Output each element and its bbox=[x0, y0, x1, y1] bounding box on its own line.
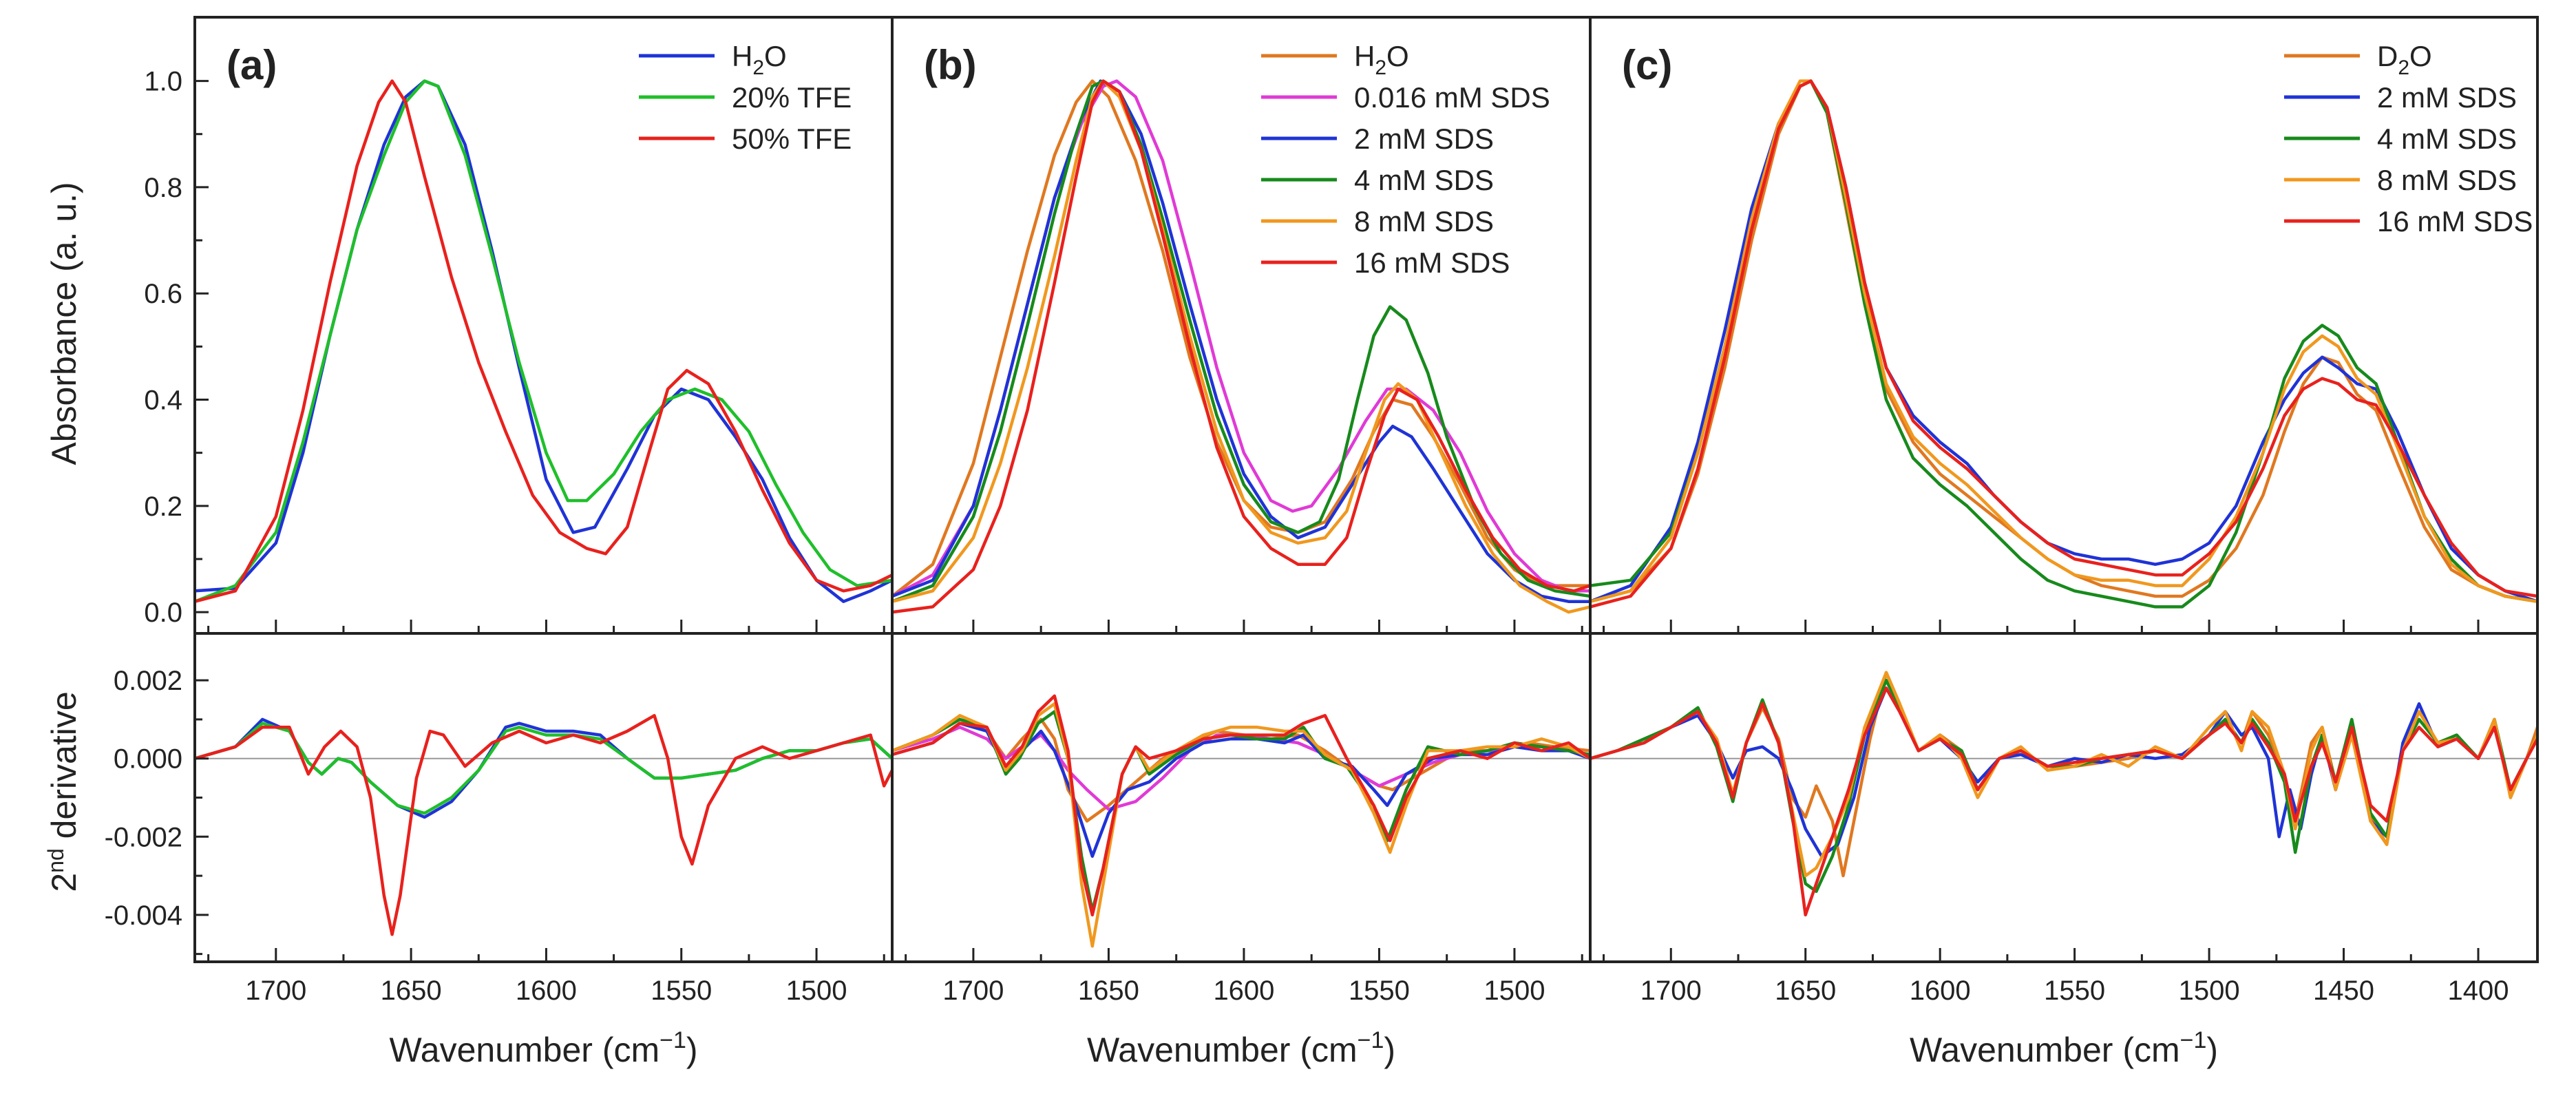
derivative-line bbox=[1590, 686, 2537, 917]
legend-entry: 16 mM SDS bbox=[2377, 205, 2533, 238]
x-tick-label: 1650 bbox=[1078, 976, 1139, 1006]
legend-entry: 20% TFE bbox=[732, 81, 852, 114]
x-tick-label: 1500 bbox=[1484, 976, 1545, 1006]
absorbance-curves bbox=[195, 79, 892, 603]
absorbance-line bbox=[195, 79, 892, 603]
y-tick-label: 0.6 bbox=[144, 279, 182, 309]
x-tick-label: 1500 bbox=[786, 976, 847, 1006]
y-axis-labels: Absorbance (a. u.) 2nd derivative bbox=[43, 182, 83, 892]
absorbance-line bbox=[1590, 79, 2537, 603]
y-tick-label: 1.0 bbox=[144, 67, 182, 97]
derivative-line bbox=[892, 702, 1590, 948]
y-tick-label: 0.002 bbox=[114, 666, 182, 696]
x-tick-label: 1550 bbox=[2044, 976, 2105, 1006]
y-tick-label: 0.8 bbox=[144, 173, 182, 203]
absorbance-line bbox=[1590, 79, 2537, 603]
x-tick-label: 1400 bbox=[2448, 976, 2509, 1006]
absorbance-line bbox=[892, 79, 1590, 603]
y-tick-label: -0.002 bbox=[105, 822, 182, 852]
y-tick-label: 0.000 bbox=[114, 744, 182, 775]
legend-entry: 8 mM SDS bbox=[2377, 164, 2517, 196]
y-tick-label: 0.4 bbox=[144, 386, 182, 416]
x-tick-label: 1450 bbox=[2313, 976, 2374, 1006]
legend-entry: 16 mM SDS bbox=[1354, 246, 1510, 279]
legend-entry: 4 mM SDS bbox=[2377, 123, 2517, 155]
legend-entry: 50% TFE bbox=[732, 123, 852, 155]
legend-entry: 2 mM SDS bbox=[2377, 81, 2517, 114]
legend-entry: H2O bbox=[732, 40, 787, 79]
absorbance-line bbox=[892, 79, 1590, 598]
absorbance-line bbox=[1590, 79, 2537, 603]
derivative-line bbox=[1590, 686, 2537, 858]
x-tick-label: 1700 bbox=[1640, 976, 1702, 1006]
y-tick-label: 0.0 bbox=[144, 598, 182, 628]
x-tick-label: 1650 bbox=[1775, 976, 1836, 1006]
panel-label: (c) bbox=[1622, 42, 1672, 88]
x-tick-label: 1600 bbox=[516, 976, 577, 1006]
derivative-frame bbox=[193, 632, 894, 963]
derivative-line bbox=[195, 714, 892, 936]
x-tick-label: 1650 bbox=[381, 976, 442, 1006]
x-axis-label: Wavenumber (cm−1) bbox=[1087, 1027, 1395, 1069]
x-tick-label: 1550 bbox=[1349, 976, 1410, 1006]
legend-entry: 0.016 mM SDS bbox=[1354, 81, 1550, 114]
panel-label: (b) bbox=[924, 42, 977, 88]
derivative-curves bbox=[1590, 671, 2537, 917]
panel-b: 1700 1650 1600 1550 1500 Wavenumber (cm−1) (b)… bbox=[891, 16, 1592, 1069]
derivative-line bbox=[195, 722, 892, 815]
absorbance-curves bbox=[1590, 79, 2537, 609]
x-tick-label: 1600 bbox=[1213, 976, 1274, 1006]
x-axis-label: Wavenumber (cm−1) bbox=[1910, 1027, 2218, 1069]
x-axis-label: Wavenumber (cm−1) bbox=[389, 1027, 697, 1069]
y-axis-label-absorbance: Absorbance (a. u.) bbox=[45, 182, 83, 465]
y-axis: 0.0 0.2 0.4 0.6 0.8 1.0 -0.004 -0.002 0.000 0.002 bbox=[105, 67, 209, 956]
x-tick-label: 1700 bbox=[942, 976, 1004, 1006]
derivative-frame bbox=[1589, 632, 2539, 963]
x-tick-label: 1500 bbox=[2179, 976, 2240, 1006]
absorbance-line bbox=[1590, 79, 2537, 609]
derivative-curves bbox=[892, 694, 1590, 948]
absorbance-line bbox=[892, 79, 1590, 614]
y-axis-label-derivative: 2nd derivative bbox=[43, 691, 83, 892]
legend-entry: H2O bbox=[1354, 40, 1409, 79]
plot-layer: 1700 1650 1600 1550 1500 Wavenumber (cm−1) (a)… bbox=[105, 16, 2539, 1069]
derivative-line bbox=[892, 710, 1590, 913]
absorbance-line bbox=[892, 79, 1590, 603]
absorbance-line bbox=[892, 79, 1590, 614]
x-tick-label: 1700 bbox=[245, 976, 306, 1006]
panel-a: 1700 1650 1600 1550 1500 Wavenumber (cm−1) (a)… bbox=[105, 16, 894, 1069]
absorbance-line bbox=[1590, 79, 2537, 609]
legend-entry: 2 mM SDS bbox=[1354, 123, 1494, 155]
absorbance-line bbox=[195, 79, 892, 603]
derivative-frame bbox=[891, 632, 1592, 963]
derivative-curves bbox=[195, 714, 892, 936]
derivative-line bbox=[892, 694, 1590, 917]
absorbance-line bbox=[892, 79, 1590, 598]
panel-c: 1700 1650 1600 1550 1500 1450 1400 Wavenumber (… bbox=[1589, 16, 2539, 1069]
absorbance-curves bbox=[892, 79, 1590, 614]
legend-entry: 8 mM SDS bbox=[1354, 205, 1494, 238]
absorbance-line bbox=[195, 79, 892, 603]
legend-entry: 4 mM SDS bbox=[1354, 164, 1494, 196]
y-tick-label: 0.2 bbox=[144, 492, 182, 522]
x-tick-label: 1600 bbox=[1910, 976, 1971, 1006]
y-tick-label: -0.004 bbox=[105, 901, 182, 931]
legend-entry: D2O bbox=[2377, 40, 2432, 79]
x-tick-label: 1550 bbox=[651, 976, 712, 1006]
panel-label: (a) bbox=[226, 42, 277, 88]
